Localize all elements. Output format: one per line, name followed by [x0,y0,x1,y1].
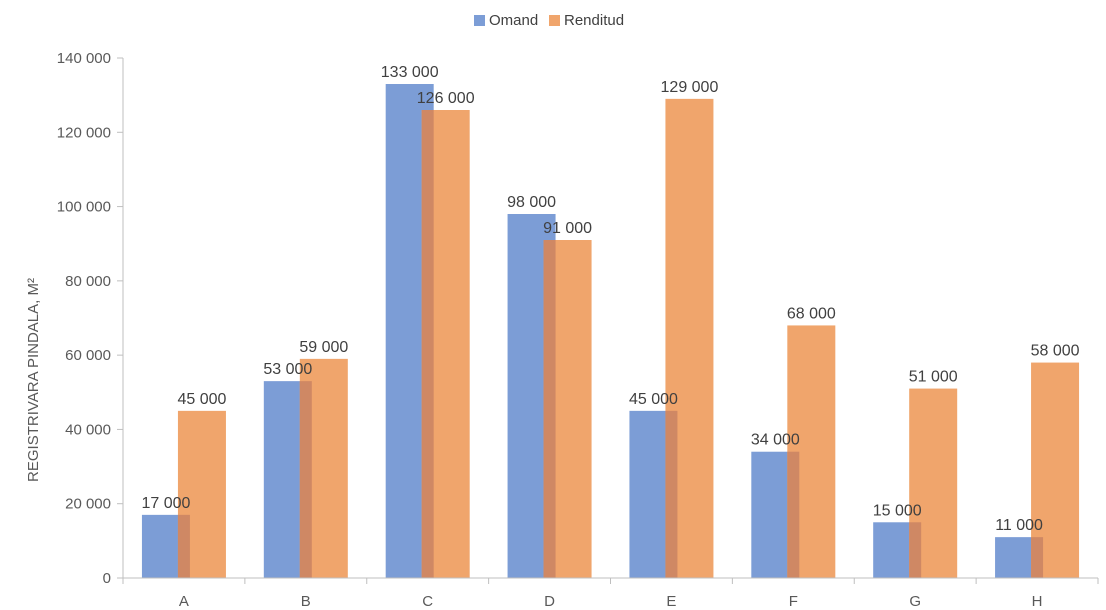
y-tick-label: 80 000 [65,273,111,290]
x-tick-label: F [789,593,798,610]
data-label-omand: 34 000 [751,432,800,449]
data-label-omand: 53 000 [263,361,312,378]
data-label-renditud: 45 000 [177,391,226,408]
y-tick-label: 140 000 [57,50,111,67]
data-label-renditud: 68 000 [787,305,836,322]
x-tick-label: B [301,593,311,610]
data-label-omand: 15 000 [873,502,922,519]
x-tick-label: E [666,593,676,610]
y-axis: 0 20 000 40 000 60 000 80 000 100 000 120 000 1… [57,50,124,587]
x-tick-label: C [422,593,433,610]
data-label-renditud: 129 000 [661,79,719,96]
bar-overlap [787,451,800,578]
legend-label: Omand [489,12,538,29]
data-label-renditud: 91 000 [543,220,592,237]
bar-overlap [177,514,190,578]
legend-swatch [549,15,560,26]
bar-overlap [909,522,922,578]
x-tick-label: D [544,593,555,610]
y-axis-label: REGISTRIVARA PINDALA, M² [25,278,42,482]
y-tick-label: 20 000 [65,496,111,513]
y-tick-label: 120 000 [57,124,111,141]
data-label-omand: 11 000 [995,517,1043,534]
data-labels-group: 17 000 45 000 53 000 59 000 133 000 126 000 98… [141,64,1079,534]
data-label-renditud: 58 000 [1031,343,1080,360]
bars-group [141,84,1080,578]
bar-overlap [1031,537,1044,578]
x-tick-label: H [1032,593,1043,610]
x-tick-label: A [179,593,189,610]
y-tick-label: 40 000 [65,421,111,438]
y-tick-label: 0 [103,570,111,587]
data-label-renditud: 59 000 [299,339,348,356]
y-tick-label: 100 000 [57,199,111,216]
legend-label: Renditud [564,12,624,29]
bar-overlap [543,240,556,578]
data-label-renditud: 126 000 [417,90,475,107]
bar-overlap [421,110,434,578]
data-label-omand: 133 000 [381,64,439,81]
x-tick-label: G [909,593,921,610]
chart-legend: Omand Renditud [474,12,624,29]
data-label-omand: 45 000 [629,391,678,408]
x-axis: A B C D E F G H [122,577,1099,610]
y-tick-label: 60 000 [65,347,111,364]
data-label-omand: 98 000 [507,194,556,211]
bar-overlap [299,381,312,578]
data-label-omand: 17 000 [141,495,190,512]
data-label-renditud: 51 000 [909,369,958,386]
bar-overlap [665,410,678,578]
legend-swatch [474,15,485,26]
